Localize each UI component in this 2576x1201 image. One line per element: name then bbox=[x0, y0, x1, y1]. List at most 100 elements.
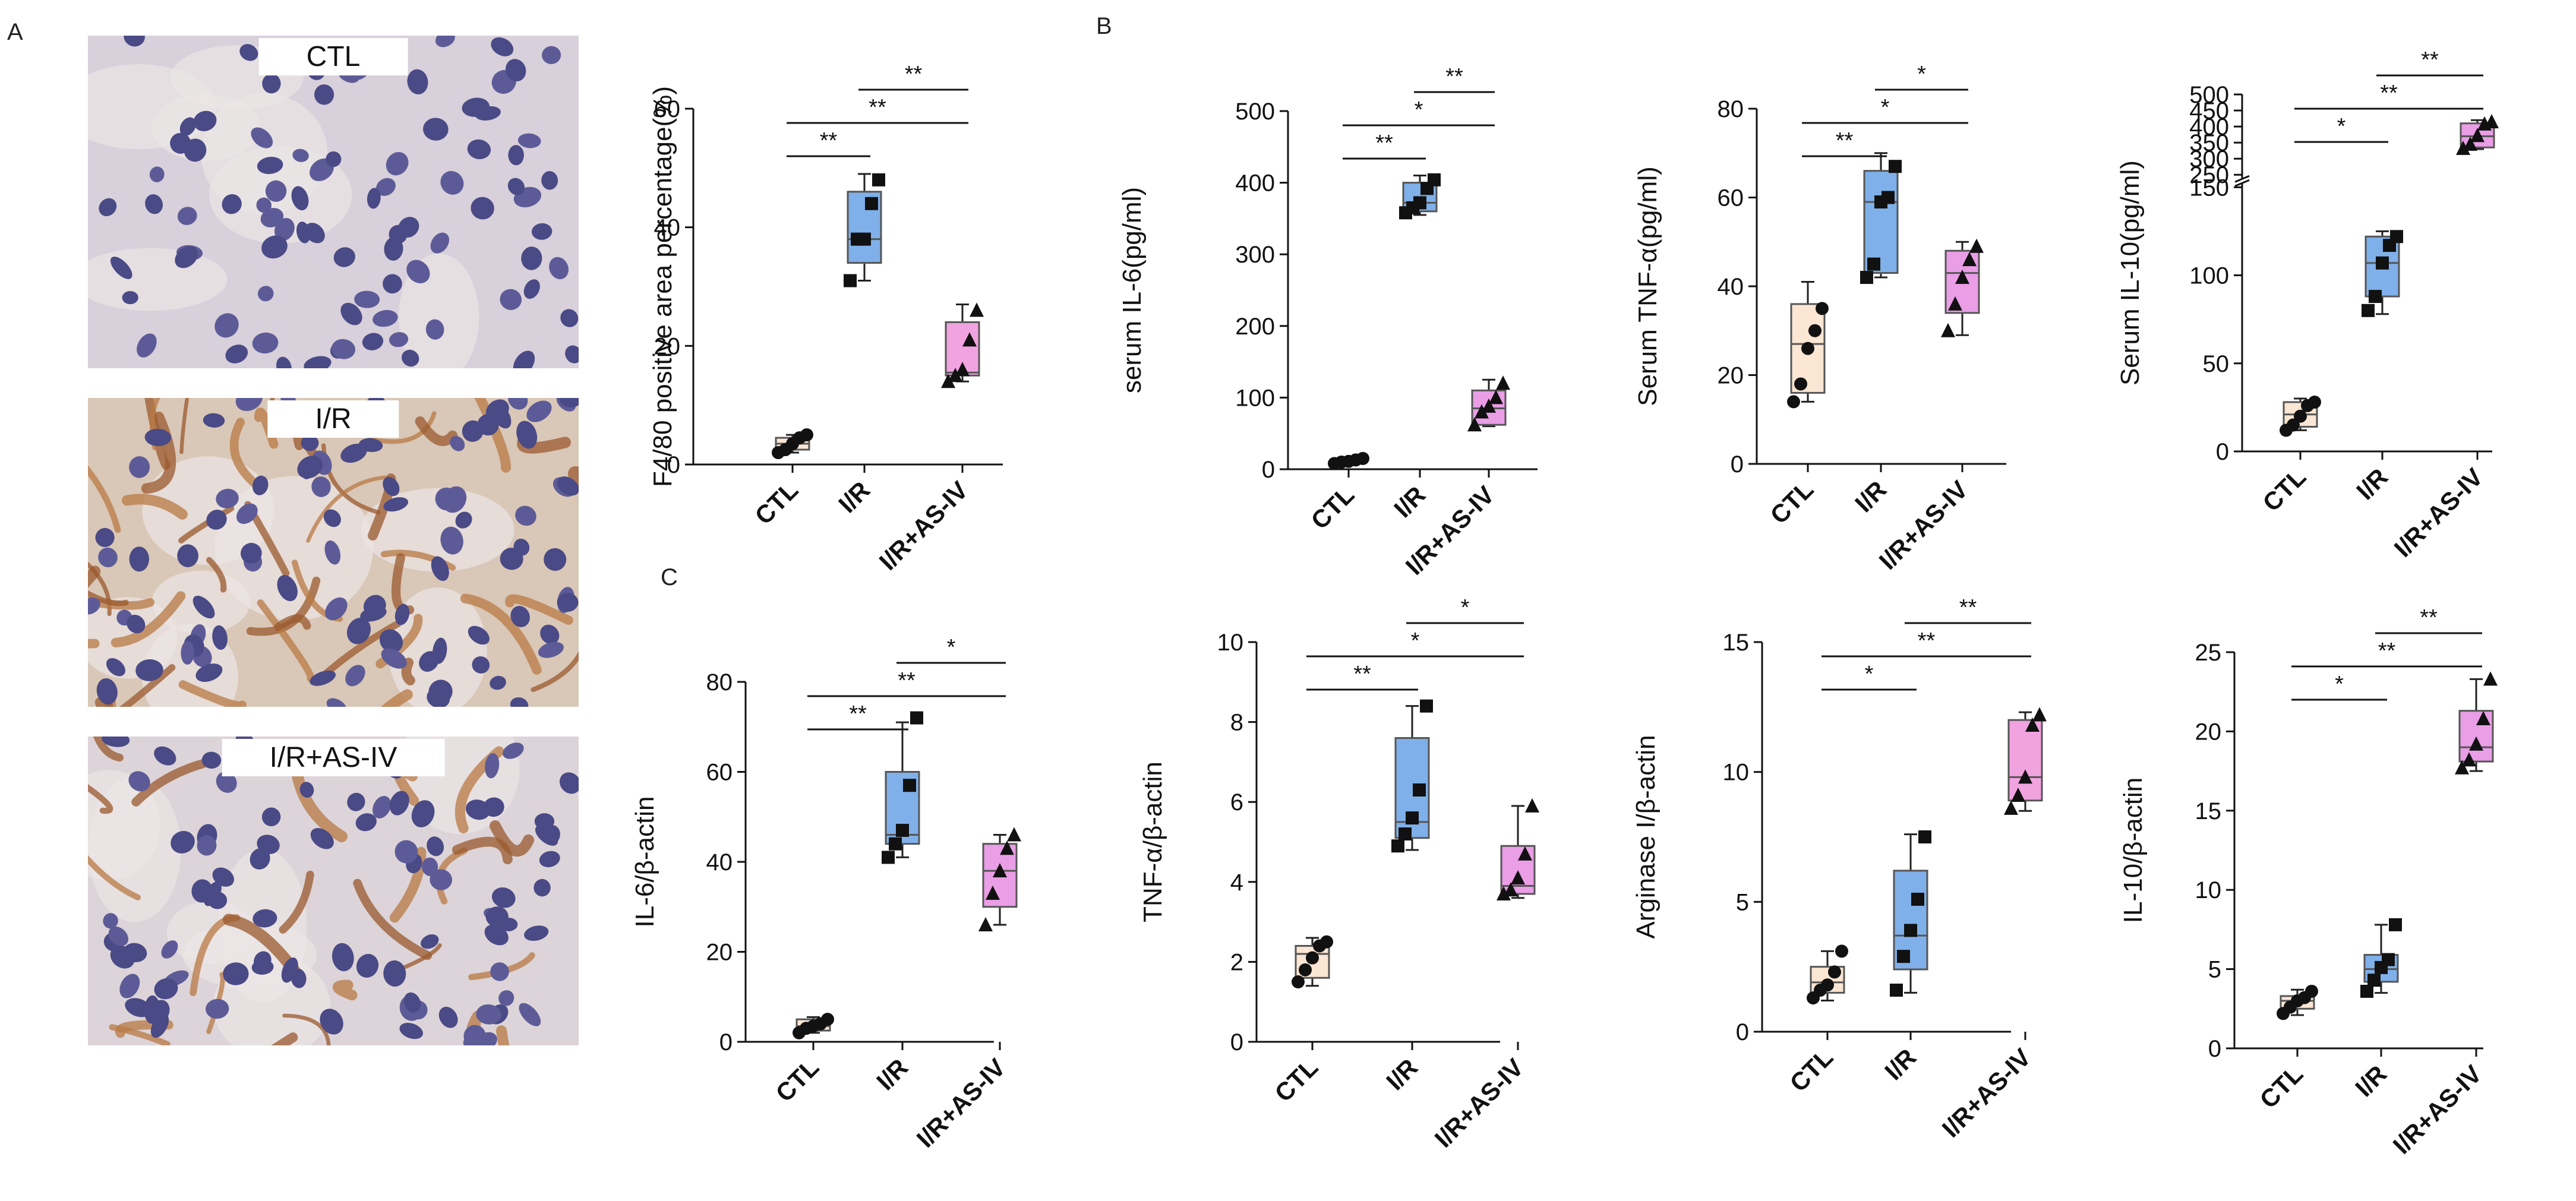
data-point bbox=[1504, 882, 1518, 897]
stain-streak bbox=[505, 594, 573, 625]
nucleus bbox=[430, 869, 453, 890]
nucleus bbox=[297, 456, 323, 479]
nucleus bbox=[241, 543, 262, 564]
nucleus bbox=[372, 795, 392, 818]
nucleus bbox=[503, 742, 524, 759]
nucleus bbox=[430, 232, 450, 254]
significance-label: * bbox=[1865, 662, 1874, 687]
nucleus bbox=[356, 953, 379, 978]
stain-streak bbox=[333, 979, 358, 1001]
nucleus bbox=[367, 188, 381, 209]
y-tick-label: 25 bbox=[2195, 640, 2222, 666]
x-category-label: CTL bbox=[2257, 463, 2311, 517]
nucleus bbox=[383, 274, 402, 294]
stain-streak bbox=[178, 680, 247, 707]
nucleus bbox=[463, 1025, 486, 1045]
nucleus bbox=[171, 830, 195, 854]
y-tick-label: 400 bbox=[2189, 114, 2229, 140]
micrograph-label-ctl: CTL bbox=[258, 38, 408, 75]
nucleus bbox=[261, 807, 281, 827]
nucleus bbox=[346, 617, 371, 644]
box-iqr bbox=[2458, 710, 2494, 763]
y-tick-label: 60 bbox=[706, 760, 733, 786]
significance-label: * bbox=[1461, 595, 1470, 620]
significance-label: ** bbox=[1918, 628, 1936, 653]
nucleus bbox=[154, 746, 176, 766]
nucleus bbox=[304, 356, 332, 368]
data-point bbox=[872, 173, 885, 187]
nucleus bbox=[490, 962, 509, 981]
y-tick-label: 0 bbox=[1262, 457, 1275, 483]
nucleus bbox=[340, 302, 362, 325]
y-tick-label: 150 bbox=[2189, 175, 2229, 201]
nucleus bbox=[533, 878, 551, 897]
micrograph-texture bbox=[88, 737, 579, 1045]
nucleus bbox=[129, 456, 150, 478]
nucleus bbox=[260, 208, 284, 227]
data-point bbox=[1292, 975, 1305, 989]
data-point bbox=[2011, 788, 2025, 802]
data-point bbox=[1911, 892, 1924, 906]
data-point bbox=[2287, 418, 2300, 432]
y-tick-label: 10 bbox=[2195, 877, 2222, 903]
y-tick-label: 10 bbox=[1723, 760, 1750, 786]
y-tick-label: 20 bbox=[654, 333, 681, 359]
data-point bbox=[2455, 760, 2469, 775]
y-axis-label: serum IL-6(pg/ml) bbox=[1117, 187, 1147, 393]
nucleus bbox=[326, 698, 347, 707]
y-tick-label: 80 bbox=[706, 669, 733, 696]
x-category-label: I/R bbox=[2351, 463, 2393, 505]
nucleus bbox=[177, 544, 198, 567]
data-point bbox=[821, 1013, 834, 1026]
significance-label: ** bbox=[2378, 639, 2396, 663]
data-point bbox=[1482, 398, 1496, 413]
nucleus bbox=[510, 697, 529, 707]
nucleus bbox=[355, 813, 377, 832]
nucleus bbox=[500, 289, 522, 310]
data-point bbox=[1948, 296, 1962, 311]
y-tick-label: 20 bbox=[1718, 363, 1744, 389]
nucleus bbox=[108, 926, 129, 946]
nucleus bbox=[541, 171, 558, 190]
y-tick-label: 0 bbox=[719, 1029, 733, 1055]
nucleus bbox=[201, 751, 222, 769]
nucleus bbox=[203, 881, 222, 906]
nucleus bbox=[216, 771, 237, 793]
nucleus bbox=[291, 186, 309, 211]
nucleus bbox=[442, 486, 467, 513]
axis-break-mark bbox=[2234, 179, 2250, 187]
nucleus bbox=[251, 127, 273, 148]
nucleus bbox=[508, 145, 524, 166]
data-point bbox=[1299, 963, 1312, 976]
nucleus bbox=[467, 139, 491, 160]
nucleus bbox=[128, 771, 150, 792]
nucleus bbox=[310, 670, 336, 686]
data-point bbox=[1835, 944, 1848, 958]
stain-streak bbox=[397, 943, 442, 972]
nucleus bbox=[103, 913, 118, 929]
data-point bbox=[2362, 304, 2375, 317]
stain-streak bbox=[206, 972, 225, 1034]
nucleus bbox=[277, 575, 298, 602]
data-point bbox=[865, 197, 878, 210]
y-axis-label: Serum IL-10(pg/ml) bbox=[2116, 160, 2145, 385]
nucleus bbox=[472, 656, 490, 674]
stain-streak bbox=[568, 466, 579, 487]
significance-label: ** bbox=[898, 668, 916, 693]
data-point bbox=[1828, 965, 1841, 979]
nucleus bbox=[324, 540, 341, 565]
y-tick-label: 20 bbox=[706, 940, 733, 966]
nucleus bbox=[257, 835, 280, 855]
panel-letter-c: C bbox=[661, 564, 678, 590]
nucleus bbox=[222, 194, 242, 214]
x-category-label: I/R bbox=[871, 1053, 913, 1095]
nucleus bbox=[137, 333, 157, 358]
nucleus bbox=[559, 398, 579, 407]
stain-streak bbox=[88, 465, 121, 533]
y-axis-label: Arginase I/β-actin bbox=[1631, 735, 1660, 938]
data-point bbox=[2390, 230, 2403, 244]
nucleus bbox=[544, 825, 560, 845]
nucleus bbox=[212, 625, 228, 650]
nucleus bbox=[521, 246, 542, 270]
